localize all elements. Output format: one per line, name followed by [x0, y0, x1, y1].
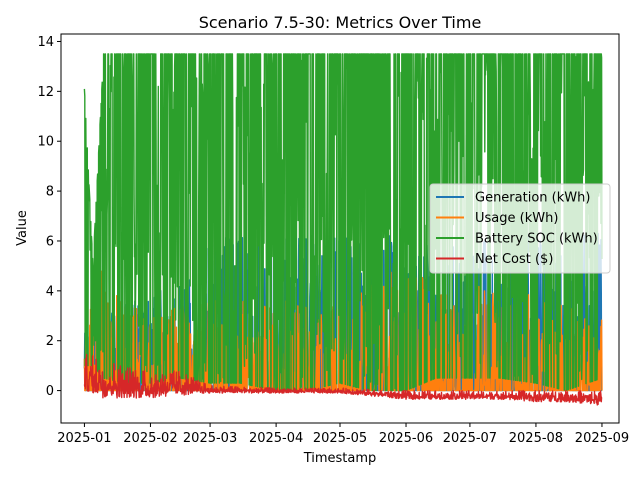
chart-title: Scenario 7.5-30: Metrics Over Time [199, 13, 482, 32]
series-line-battery-soc-kwh [83, 53, 603, 392]
x-tick-label: 2025-04 [249, 431, 303, 446]
y-tick-label: 2 [46, 334, 54, 349]
legend: Generation (kWh) Usage (kWh) Battery SOC (… [429, 183, 611, 274]
legend-label: Generation (kWh) [475, 191, 590, 206]
x-tick-label: 2025-08 [509, 431, 563, 446]
legend-label: Usage (kWh) [475, 211, 558, 226]
x-tick-label: 2025-02 [123, 431, 177, 446]
x-tick-label: 2025-06 [379, 431, 433, 446]
y-tick-label: 14 [37, 35, 54, 50]
x-axis: 2025-01 2025-02 2025-03 2025-04 2025-05 2025-… [57, 423, 629, 446]
x-tick-label: 2025-03 [183, 431, 237, 446]
y-axis-label: Value [15, 210, 30, 246]
x-tick-label: 2025-05 [313, 431, 367, 446]
x-tick-label: 2025-01 [57, 431, 111, 446]
x-axis-label: Timestamp [303, 451, 377, 466]
series-line-net-cost [83, 353, 603, 406]
legend-label: Net Cost ($) [475, 252, 553, 267]
y-tick-label: 10 [37, 135, 54, 150]
y-tick-label: 0 [46, 384, 54, 399]
y-tick-label: 12 [37, 85, 54, 100]
legend-box [429, 183, 611, 274]
x-tick-label: 2025-07 [443, 431, 497, 446]
y-tick-label: 6 [46, 234, 54, 249]
legend-label: Battery SOC (kWh) [475, 232, 598, 247]
y-tick-label: 8 [46, 185, 54, 200]
y-axis: 0 2 4 6 8 10 12 14 [37, 35, 61, 399]
x-tick-label: 2025-09 [575, 431, 629, 446]
y-tick-label: 4 [46, 284, 54, 299]
